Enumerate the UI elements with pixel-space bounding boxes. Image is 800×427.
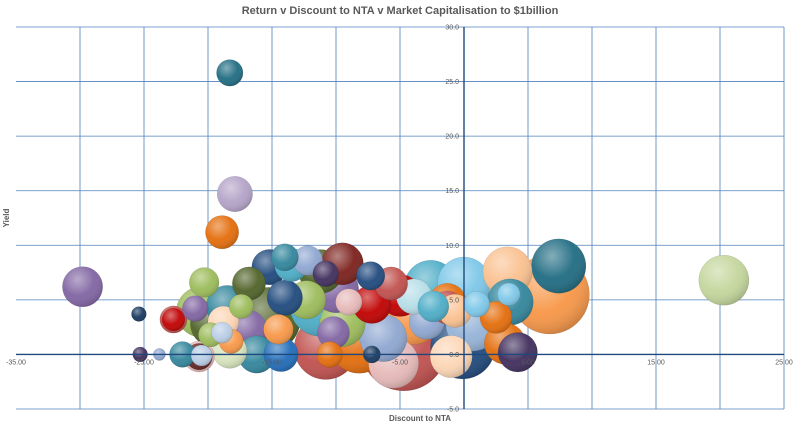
bubble-point [356, 261, 386, 291]
x-tick-label: -5.00 [392, 359, 408, 366]
x-tick-label: -25.00 [134, 359, 154, 366]
x-tick-label: -35.00 [6, 359, 26, 366]
bubble-point [211, 321, 233, 344]
y-tick-label: 25.0 [445, 79, 459, 86]
bubble-point [417, 290, 450, 323]
bubble-point [698, 254, 750, 306]
bubble-point [216, 176, 253, 212]
x-tick-labels: -35.00 -25.00 -15.00 -5.00 5.00 15.00 25.00 [6, 359, 793, 366]
bubble-point [497, 332, 538, 373]
x-tick-label: -15.00 [262, 359, 282, 366]
bubble-point [335, 288, 363, 316]
bubble-point [312, 260, 339, 287]
bubble-point [270, 243, 299, 272]
bubble-point [531, 238, 587, 294]
bubble-point [182, 295, 209, 322]
y-tick-label: 0.0 [449, 352, 459, 359]
y-tick-label: 30.0 [445, 25, 459, 32]
y-tick-label: 20.0 [445, 134, 459, 141]
y-axis-title: Yield [2, 208, 11, 227]
y-tick-labels: -5.0 0.0 5.0 10.0 15.0 20.0 25.0 30.0 [445, 25, 459, 414]
bubble-point [205, 215, 239, 250]
bubble-point [189, 267, 220, 298]
bubble-point [216, 59, 244, 87]
bubble-point [232, 266, 266, 301]
bubble-point [131, 306, 147, 322]
y-tick-label: 10.0 [445, 243, 459, 250]
bubble-point [266, 279, 303, 316]
bubble-point [228, 293, 254, 319]
y-tick-label: 15.0 [445, 188, 459, 195]
bubble-point [190, 344, 213, 367]
bubble-point [497, 282, 521, 307]
axes [16, 27, 784, 409]
x-axis-title: Discount to NTA [389, 414, 451, 423]
bubble-point [263, 314, 294, 345]
y-tick-label: 5.0 [449, 297, 459, 304]
bubble-point [463, 291, 490, 318]
bubble-point [62, 266, 103, 308]
bubble-point [429, 335, 473, 378]
x-tick-label: 25.00 [775, 359, 793, 366]
x-tick-label: 5.00 [521, 359, 535, 366]
bubble-point [317, 316, 350, 349]
bubble-series [62, 59, 750, 392]
bubble-point [161, 307, 186, 332]
x-tick-label: 15.00 [647, 359, 665, 366]
y-tick-label: -5.0 [447, 407, 459, 414]
chart-title: Return v Discount to NTA v Market Capita… [242, 5, 559, 17]
